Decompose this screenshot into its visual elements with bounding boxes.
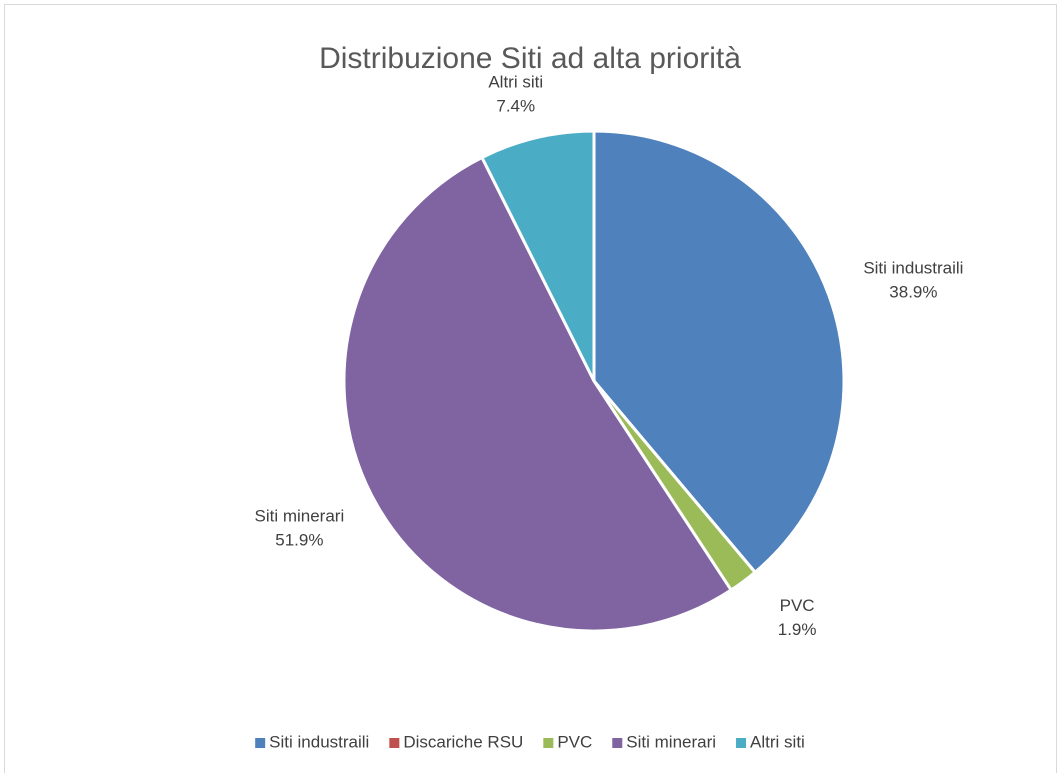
pie-slice <box>479 129 596 382</box>
data-label-name: Altri siti <box>488 72 543 91</box>
legend-label: Discariche RSU <box>403 732 523 751</box>
legend-label: Siti industraili <box>269 732 369 751</box>
data-label: 38.9% <box>889 282 937 301</box>
data-label: 51.9% <box>275 531 323 550</box>
legend-swatch <box>543 738 554 748</box>
pie-slice <box>342 155 734 633</box>
data-label: 1.9% <box>778 620 817 639</box>
legend-swatch <box>612 738 623 748</box>
legend-label: Siti minerari <box>626 732 716 751</box>
pie-slice <box>592 129 846 575</box>
legend-swatch <box>255 738 266 748</box>
legend-label: Altri siti <box>750 732 805 751</box>
legend: Siti industraili Discariche RSU PVC Siti mi… <box>255 732 805 751</box>
data-label-name: Siti industraili <box>863 258 963 277</box>
legend-swatch <box>389 738 400 748</box>
data-label-name: PVC <box>780 596 815 615</box>
chart-title: Distribuzione Siti ad alta priorità <box>319 42 741 75</box>
data-label-name: Siti minerari <box>254 507 344 526</box>
legend-label: PVC <box>557 732 592 751</box>
data-label: 7.4% <box>496 96 535 115</box>
legend-swatch <box>736 738 747 748</box>
